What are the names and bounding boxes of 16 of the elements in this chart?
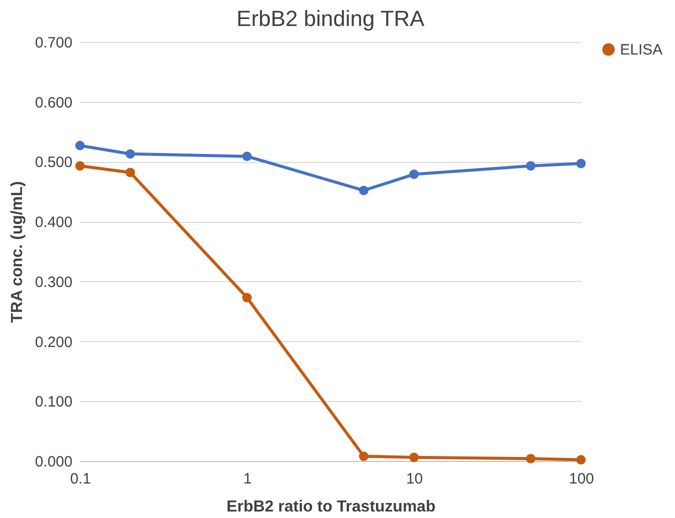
y-tick-label: 0.000 <box>34 454 72 470</box>
chart-title: ErbB2 binding TRA <box>236 6 425 31</box>
x-tick-label: 10 <box>406 470 423 488</box>
y-tick-label: 0.600 <box>34 94 72 112</box>
y-tick-label: 0.100 <box>34 394 72 411</box>
y-tick-label: 0.400 <box>34 214 72 232</box>
y-axis-title: TRA conc. (ug/mL) <box>8 181 26 323</box>
legend-label: ELISA <box>620 42 663 58</box>
x-tick-label: 0.1 <box>70 470 91 488</box>
y-tick-label: 0.200 <box>34 334 72 351</box>
x-tick-label: 100 <box>568 470 594 488</box>
y-tick-label: 0.700 <box>34 34 72 52</box>
y-tick-label: 0.500 <box>34 154 72 172</box>
y-tick-label: 0.300 <box>34 274 72 291</box>
x-tick-label: 1 <box>243 470 252 488</box>
x-axis-title: ErbB2 ratio to Trastuzumab <box>226 498 436 516</box>
